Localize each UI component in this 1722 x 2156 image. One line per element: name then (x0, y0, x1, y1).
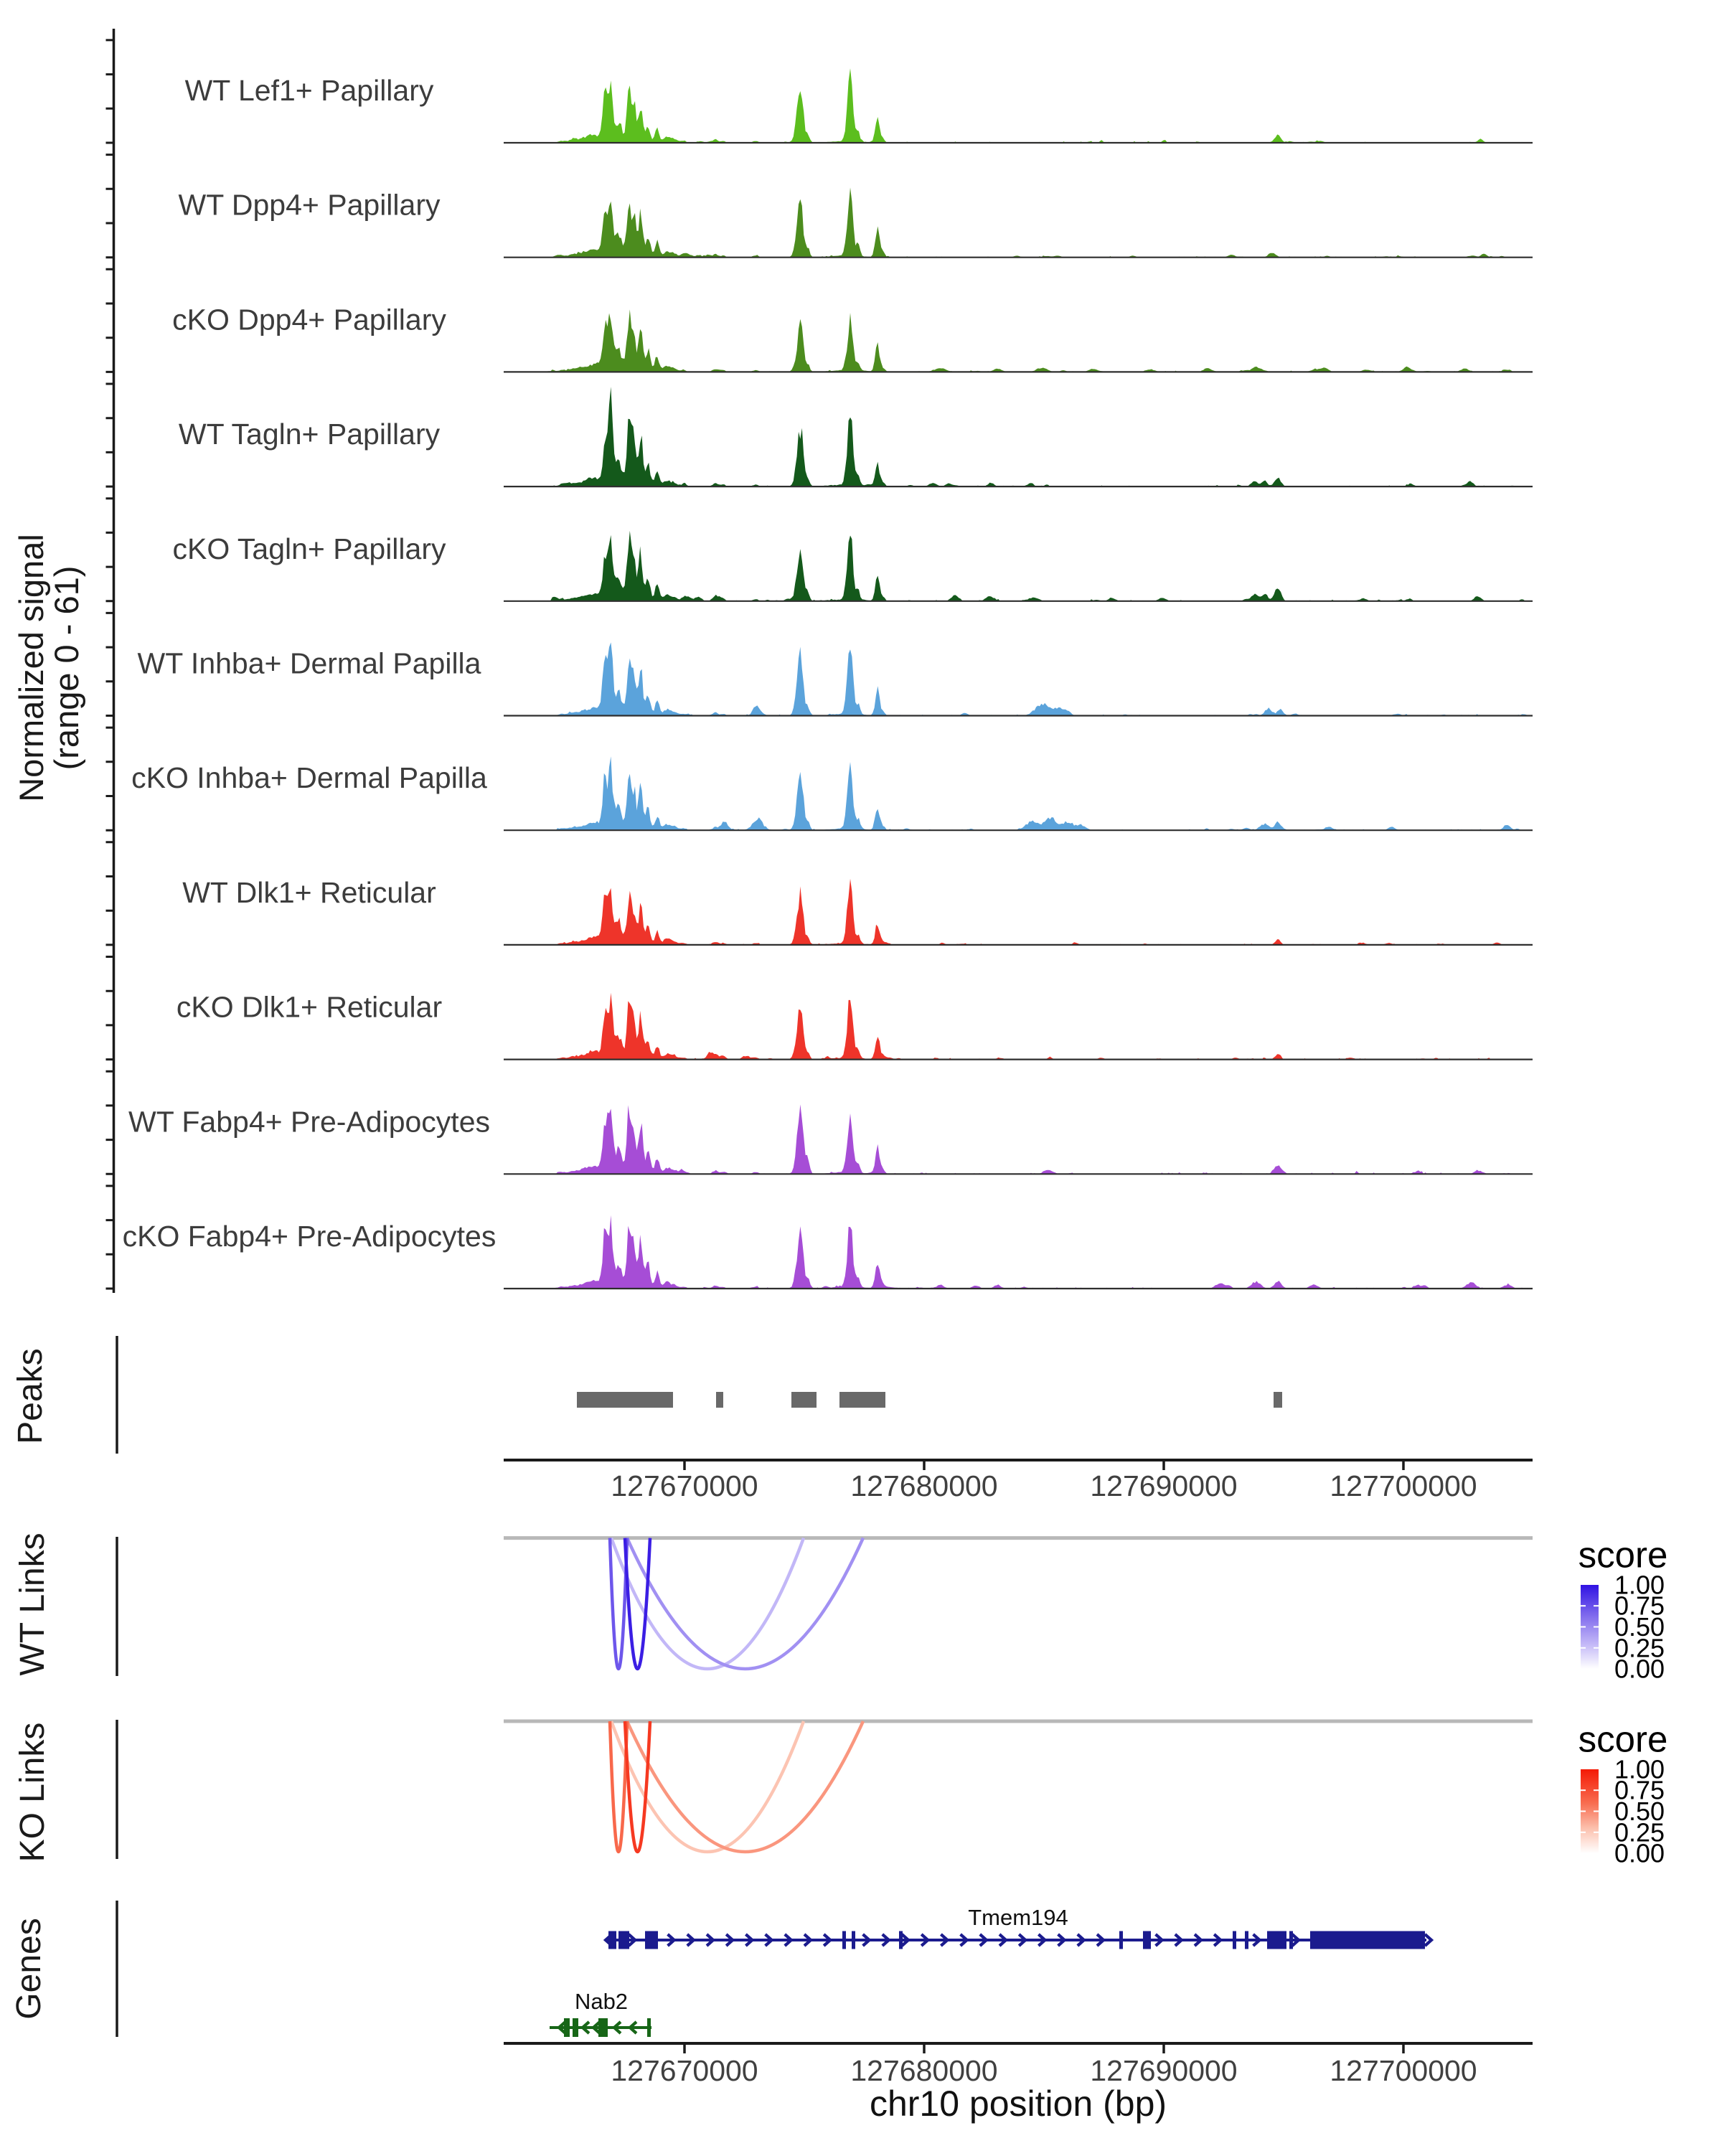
svg-text:Nab2: Nab2 (575, 1989, 628, 2014)
svg-text:cKO Fabp4+ Pre-Adipocytes: cKO Fabp4+ Pre-Adipocytes (123, 1220, 497, 1253)
svg-text:WT Tagln+ Papillary: WT Tagln+ Papillary (179, 418, 441, 451)
svg-text:WT Lef1+ Papillary: WT Lef1+ Papillary (185, 74, 434, 107)
svg-text:127680000: 127680000 (850, 2054, 997, 2087)
svg-text:cKO Inhba+ Dermal Papilla: cKO Inhba+ Dermal Papilla (131, 761, 487, 794)
svg-text:Tmem194: Tmem194 (968, 1905, 1068, 1930)
svg-text:127670000: 127670000 (611, 1469, 758, 1502)
svg-text:0.00: 0.00 (1614, 1654, 1665, 1684)
svg-text:Peaks: Peaks (11, 1348, 50, 1444)
svg-text:127670000: 127670000 (611, 2054, 758, 2087)
svg-text:cKO Tagln+ Papillary: cKO Tagln+ Papillary (173, 532, 446, 565)
svg-text:0.50: 0.50 (1614, 1797, 1665, 1826)
svg-text:cKO Dlk1+ Reticular: cKO Dlk1+ Reticular (177, 991, 442, 1024)
svg-text:127680000: 127680000 (850, 1469, 997, 1502)
svg-text:WT Dpp4+ Papillary: WT Dpp4+ Papillary (179, 189, 441, 222)
svg-text:0.75: 0.75 (1614, 1776, 1665, 1805)
svg-text:cKO Dpp4+ Papillary: cKO Dpp4+ Papillary (172, 303, 446, 336)
svg-text:Normalized signal: Normalized signal (12, 534, 50, 802)
svg-text:score: score (1578, 1719, 1668, 1760)
svg-text:127690000: 127690000 (1090, 2054, 1237, 2087)
svg-text:0.50: 0.50 (1614, 1612, 1665, 1642)
svg-text:0.25: 0.25 (1614, 1633, 1665, 1662)
svg-text:0.75: 0.75 (1614, 1591, 1665, 1621)
svg-text:WT Fabp4+ Pre-Adipocytes: WT Fabp4+ Pre-Adipocytes (128, 1105, 490, 1138)
svg-text:0.00: 0.00 (1614, 1839, 1665, 1868)
svg-text:(range 0 - 61): (range 0 - 61) (47, 566, 85, 771)
svg-text:1.00: 1.00 (1614, 1571, 1665, 1600)
svg-text:127700000: 127700000 (1330, 1469, 1477, 1502)
svg-text:WT Links: WT Links (14, 1533, 52, 1675)
svg-text:0.25: 0.25 (1614, 1817, 1665, 1847)
svg-text:127690000: 127690000 (1090, 1469, 1237, 1502)
svg-text:chr10 position (bp): chr10 position (bp) (870, 2084, 1167, 2124)
svg-text:Genes: Genes (10, 1918, 48, 2019)
svg-text:score: score (1578, 1535, 1668, 1576)
svg-text:1.00: 1.00 (1614, 1755, 1665, 1784)
svg-text:KO Links: KO Links (14, 1723, 52, 1863)
svg-text:WT Dlk1+ Reticular: WT Dlk1+ Reticular (182, 876, 436, 909)
svg-text:WT Inhba+ Dermal Papilla: WT Inhba+ Dermal Papilla (138, 647, 481, 680)
svg-text:127700000: 127700000 (1330, 2054, 1477, 2087)
